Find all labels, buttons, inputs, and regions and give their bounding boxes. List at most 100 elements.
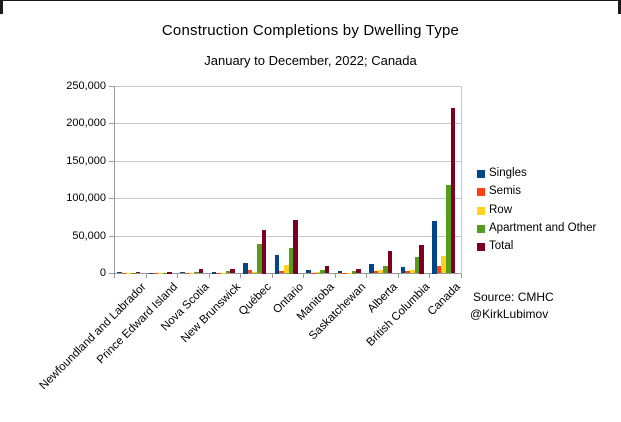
x-axis-tick xyxy=(303,273,304,278)
bar-singles-alberta xyxy=(369,264,374,274)
bar-row-manitoba xyxy=(315,272,321,274)
bar-total-qu-bec xyxy=(261,229,267,274)
x-axis-tick xyxy=(271,273,273,278)
y-axis-tick xyxy=(109,198,114,199)
image-corner-mark-right xyxy=(618,0,621,14)
bar-apartment-and-other-new-brunswick xyxy=(225,271,231,274)
y-tick-label: 100,000 xyxy=(66,192,106,204)
legend-swatch-apartment-and-other xyxy=(477,224,485,233)
bar-singles-new-brunswick xyxy=(211,272,217,274)
x-axis-line xyxy=(114,273,461,274)
x-axis-tick xyxy=(460,273,462,278)
bar-row-newfoundland-and-labrador xyxy=(126,272,132,274)
bar-total-nova-scotia xyxy=(198,269,204,274)
y-tick-label: 150,000 xyxy=(66,154,106,167)
bar-apartment-and-other-newfoundland-and-labrador xyxy=(131,272,136,274)
image-corner-mark-left xyxy=(0,0,3,14)
bar-apartment-and-other-british-columbia xyxy=(414,256,420,274)
y-axis-tick xyxy=(109,123,114,124)
y-axis-tick xyxy=(109,85,114,87)
x-axis-tick xyxy=(429,273,430,278)
y-tick-label: 200,000 xyxy=(66,117,106,129)
bar-row-prince-edward-island xyxy=(157,272,163,274)
bar-apartment-and-other-manitoba xyxy=(320,269,325,274)
y-grid-line xyxy=(114,123,461,124)
x-axis-tick xyxy=(208,273,210,278)
x-axis-tick xyxy=(334,273,336,278)
bar-singles-manitoba xyxy=(306,270,311,274)
bar-total-alberta xyxy=(387,251,393,274)
plot-right-border xyxy=(460,86,462,274)
bar-semis-alberta xyxy=(373,271,379,274)
legend-label-total: Total xyxy=(489,240,514,253)
x-axis-tick xyxy=(177,273,178,278)
chart-subtitle: January to December, 2022; Canada xyxy=(204,53,417,68)
bar-row-alberta xyxy=(378,269,384,274)
bar-apartment-and-other-qu-bec xyxy=(257,243,262,274)
y-grid-line xyxy=(114,160,461,162)
bar-semis-canada xyxy=(436,265,442,274)
x-axis-tick xyxy=(240,273,241,278)
source-credit: Source: CMHC xyxy=(473,290,554,304)
y-axis-tick xyxy=(109,235,114,237)
author-handle: @KirkLubimov xyxy=(470,307,549,321)
bar-apartment-and-other-saskatchewan xyxy=(351,271,357,274)
bar-singles-nova-scotia xyxy=(180,271,185,274)
bar-total-manitoba xyxy=(324,265,330,274)
bar-singles-saskatchewan xyxy=(337,271,343,274)
y-tick-label: 50,000 xyxy=(72,229,106,242)
bar-semis-qu-bec xyxy=(247,270,253,274)
y-tick-label: 0 xyxy=(99,267,106,279)
x-axis-tick xyxy=(114,273,115,278)
legend-label-apartment-and-other: Apartment and Other xyxy=(489,221,597,234)
bar-semis-manitoba xyxy=(310,272,316,274)
bar-singles-canada xyxy=(432,221,437,274)
bar-row-new-brunswick xyxy=(220,272,226,274)
x-axis-tick xyxy=(366,273,367,278)
y-grid-line xyxy=(114,85,461,87)
bar-row-british-columbia xyxy=(409,270,415,274)
chart-title: Construction Completions by Dwelling Typ… xyxy=(161,22,460,39)
x-axis-tick xyxy=(145,273,147,278)
bar-row-ontario xyxy=(283,265,289,274)
x-axis-tick xyxy=(397,273,399,278)
bar-row-saskatchewan xyxy=(346,272,352,274)
legend-swatch-singles xyxy=(477,170,485,178)
legend-swatch-total xyxy=(477,243,485,252)
bar-total-new-brunswick xyxy=(230,269,235,274)
bar-apartment-and-other-nova-scotia xyxy=(194,271,199,274)
bar-semis-prince-edward-island xyxy=(153,272,158,274)
legend-swatch-row xyxy=(477,206,485,215)
bar-total-saskatchewan xyxy=(356,268,361,274)
image-top-border xyxy=(0,0,621,1)
bar-total-newfoundland-and-labrador xyxy=(135,271,141,274)
bar-semis-new-brunswick xyxy=(216,272,221,274)
bar-total-canada xyxy=(450,108,456,274)
bar-apartment-and-other-alberta xyxy=(383,266,388,274)
bar-semis-ontario xyxy=(279,271,284,274)
bar-row-canada xyxy=(441,256,447,274)
bar-apartment-and-other-ontario xyxy=(288,247,294,274)
bar-semis-newfoundland-and-labrador xyxy=(121,272,127,274)
bar-singles-british-columbia xyxy=(400,267,406,274)
y-tick-label: 250,000 xyxy=(66,79,106,92)
bar-singles-prince-edward-island xyxy=(148,272,154,274)
bar-row-qu-bec xyxy=(252,272,258,274)
bar-semis-british-columbia xyxy=(405,271,410,274)
bar-semis-nova-scotia xyxy=(184,272,190,274)
bar-total-british-columbia xyxy=(419,244,424,274)
bar-singles-newfoundland-and-labrador xyxy=(117,272,122,274)
bar-apartment-and-other-canada xyxy=(446,185,451,274)
bar-singles-qu-bec xyxy=(243,263,248,274)
legend-label-singles: Singles xyxy=(489,167,527,179)
bar-singles-ontario xyxy=(274,255,280,274)
legend-label-row: Row xyxy=(489,203,513,216)
bar-apartment-and-other-prince-edward-island xyxy=(162,272,168,274)
y-axis-tick xyxy=(109,273,114,274)
y-grid-line xyxy=(114,198,461,199)
bar-semis-saskatchewan xyxy=(342,272,347,274)
y-axis-line xyxy=(114,86,115,274)
bar-row-nova-scotia xyxy=(189,272,195,274)
